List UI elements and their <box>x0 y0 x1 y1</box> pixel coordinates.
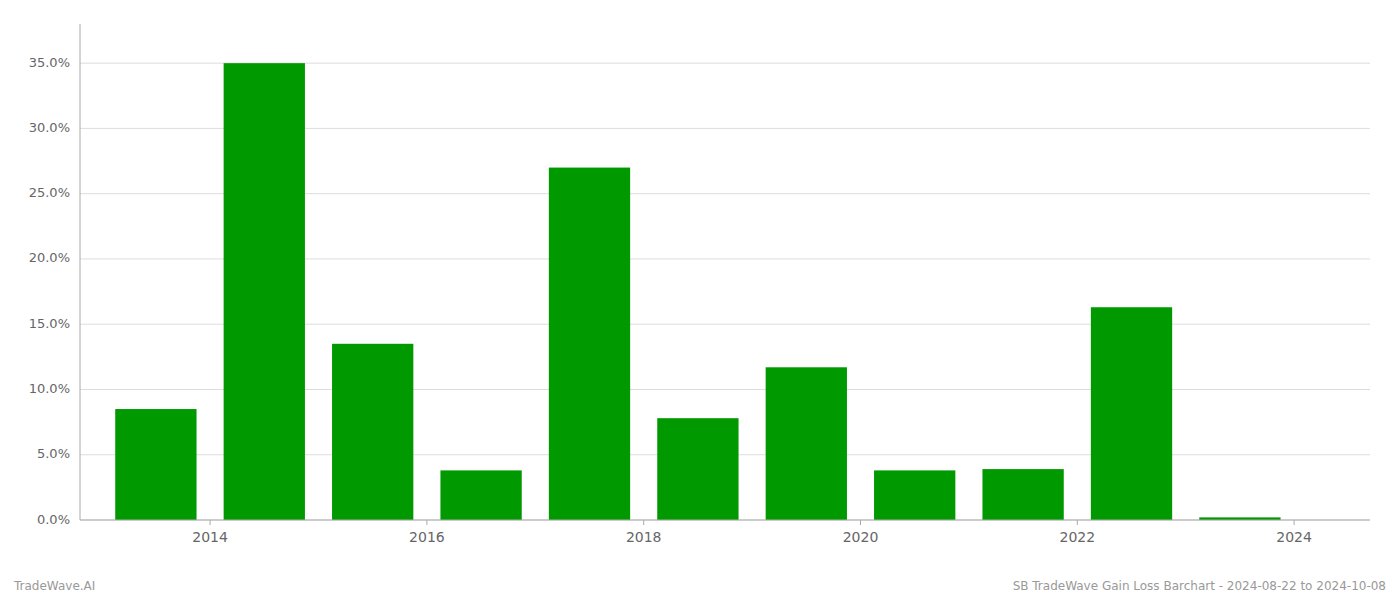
x-tick-label: 2016 <box>409 529 445 545</box>
x-tick <box>210 520 211 525</box>
y-tick-label: 10.0% <box>29 381 70 396</box>
footer-text: TradeWave.AI <box>13 579 95 593</box>
bar <box>766 367 847 520</box>
x-axis-line <box>80 520 1370 521</box>
annotations: TradeWave.AI SB TradeWave Gain Loss Barch… <box>13 579 1386 593</box>
chart: 0.0% 5.0% 10.0% 15.0% 20.0% 25.0% 30.0% 35.0% 20… <box>0 0 1400 600</box>
x-tick <box>426 520 427 525</box>
y-tick-label: 20.0% <box>29 250 70 265</box>
x-tick-label: 2020 <box>843 529 879 545</box>
bars <box>115 63 1280 520</box>
bar <box>440 470 521 520</box>
x-tick-label: 2014 <box>192 529 228 545</box>
x-tick <box>860 520 861 525</box>
x-tick <box>1294 520 1295 525</box>
bar <box>224 63 305 520</box>
bar <box>332 344 413 520</box>
x-tick-label: 2018 <box>626 529 662 545</box>
y-tick-label: 35.0% <box>29 55 70 70</box>
y-grid <box>80 63 1370 520</box>
bar <box>982 469 1063 520</box>
y-tick-label: 25.0% <box>29 185 70 200</box>
x-tick <box>1077 520 1078 525</box>
x-tick-label: 2024 <box>1276 529 1312 545</box>
grid-line <box>80 520 1370 521</box>
bar <box>1091 307 1172 520</box>
bar <box>115 409 196 520</box>
y-tick-label: 30.0% <box>29 120 70 135</box>
bar <box>549 168 630 520</box>
y-axis-line <box>80 24 81 520</box>
x-tick <box>643 520 644 525</box>
y-tick-label: 15.0% <box>29 316 70 331</box>
bar <box>657 418 738 520</box>
footer-text: SB TradeWave Gain Loss Barchart - 2024-0… <box>1013 579 1386 593</box>
x-ticks: 2014 2016 2018 2020 2022 2024 <box>192 520 1312 545</box>
y-tick-label: 5.0% <box>37 446 70 461</box>
y-ticks: 0.0% 5.0% 10.0% 15.0% 20.0% 25.0% 30.0% 35.0% <box>29 55 70 527</box>
bar <box>874 470 955 520</box>
x-tick-label: 2022 <box>1059 529 1095 545</box>
y-tick-label: 0.0% <box>37 512 70 527</box>
chart-container: 0.0% 5.0% 10.0% 15.0% 20.0% 25.0% 30.0% 35.0% 20… <box>0 0 1400 600</box>
